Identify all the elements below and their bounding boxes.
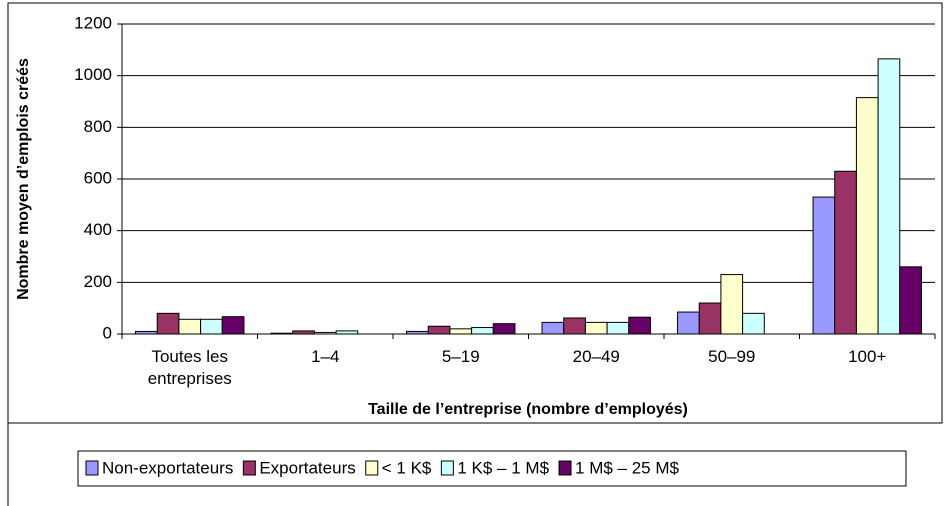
bar	[270, 332, 294, 335]
bar	[221, 316, 245, 335]
legend-box	[77, 450, 907, 487]
bar	[742, 312, 765, 335]
bar	[200, 318, 223, 335]
y-axis-title: Nombre moyen d’emplois créés	[15, 58, 32, 300]
bar	[292, 330, 315, 335]
y-tick-label: 0	[103, 323, 112, 342]
bar	[584, 321, 608, 335]
bar	[720, 274, 744, 335]
bar	[406, 330, 429, 335]
legend-swatch	[440, 460, 454, 476]
bar	[471, 327, 494, 335]
bar	[449, 328, 473, 335]
bar	[427, 325, 451, 335]
x-tick-label: 100+	[848, 347, 887, 366]
y-tick-label: 800	[84, 117, 112, 136]
bar	[313, 331, 337, 335]
bar	[606, 321, 630, 335]
legend-swatch	[558, 460, 572, 476]
bar	[492, 323, 516, 335]
legend-label: 1 K$ – 1 M$	[457, 458, 549, 477]
bar	[855, 97, 879, 335]
x-tick-label: 50–99	[708, 347, 756, 366]
legend-swatch	[365, 460, 379, 476]
x-tick-label: Toutes les entreprises	[147, 347, 232, 388]
x-tick-label: 5–19	[441, 347, 480, 366]
bar	[563, 317, 586, 335]
legend-label: Exportateurs	[259, 458, 355, 477]
y-tick-label: 600	[84, 168, 112, 187]
bar	[899, 266, 922, 335]
bar	[135, 330, 158, 335]
legend-label: Non-exportateurs	[102, 458, 233, 477]
x-tick-label: 1–4	[311, 347, 340, 366]
x-axis-title: Taille de l’entreprise (nombre d’employé…	[368, 401, 688, 418]
bar	[335, 330, 359, 335]
legend-label: 1 M$ – 25 M$	[575, 458, 679, 477]
bar	[698, 302, 722, 335]
x-tick-label: 20–49	[572, 347, 620, 366]
legend-swatch	[85, 460, 99, 476]
legend-swatch	[242, 460, 256, 476]
bar	[812, 196, 836, 335]
bar	[178, 318, 202, 335]
bar	[834, 170, 857, 335]
bar	[877, 58, 901, 335]
legend-label: < 1 K$	[382, 458, 432, 477]
y-tick-label: 400	[84, 220, 112, 239]
bar	[156, 312, 180, 335]
bar	[677, 311, 700, 335]
bar	[628, 316, 651, 335]
bar	[541, 321, 565, 335]
y-tick-label: 1000	[74, 65, 112, 84]
y-tick-label: 200	[84, 272, 112, 291]
chart-frame	[7, 2, 943, 424]
y-tick-label: 1200	[74, 13, 112, 32]
